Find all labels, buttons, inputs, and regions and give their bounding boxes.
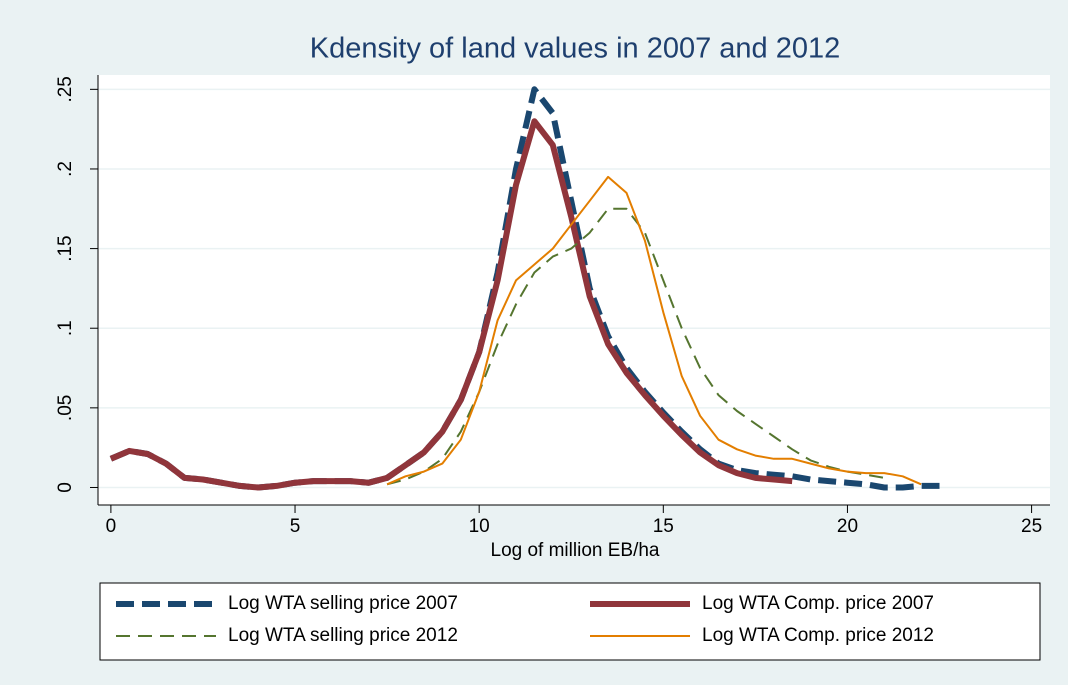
y-tick-label: .2	[55, 161, 76, 177]
x-tick-label: 0	[106, 516, 117, 537]
x-tick-label: 20	[837, 516, 858, 537]
y-tick-label: .1	[55, 320, 76, 336]
legend-label: Log WTA Comp. price 2012	[702, 625, 934, 646]
legend-label: Log WTA selling price 2012	[228, 625, 458, 646]
x-tick-label: 15	[653, 516, 674, 537]
y-tick-label: .05	[55, 395, 76, 421]
x-tick-label: 25	[1021, 516, 1042, 537]
y-tick-label: .15	[55, 235, 76, 261]
legend	[99, 582, 1041, 661]
x-tick-label: 10	[469, 516, 490, 537]
x-tick-label: 5	[290, 516, 301, 537]
data-line	[386, 207, 885, 486]
y-tick-label: .25	[55, 76, 76, 102]
plot-area	[98, 75, 1050, 505]
data-line	[386, 175, 922, 486]
x-axis-label: Log of million EB/ha	[491, 540, 660, 561]
y-tick-label: 0	[55, 482, 76, 493]
data-line	[109, 118, 793, 491]
legend-label: Log WTA Comp. price 2007	[702, 593, 934, 614]
chart-title: Kdensity of land values in 2007 and 2012	[310, 33, 840, 65]
legend-label: Log WTA selling price 2007	[228, 593, 458, 614]
